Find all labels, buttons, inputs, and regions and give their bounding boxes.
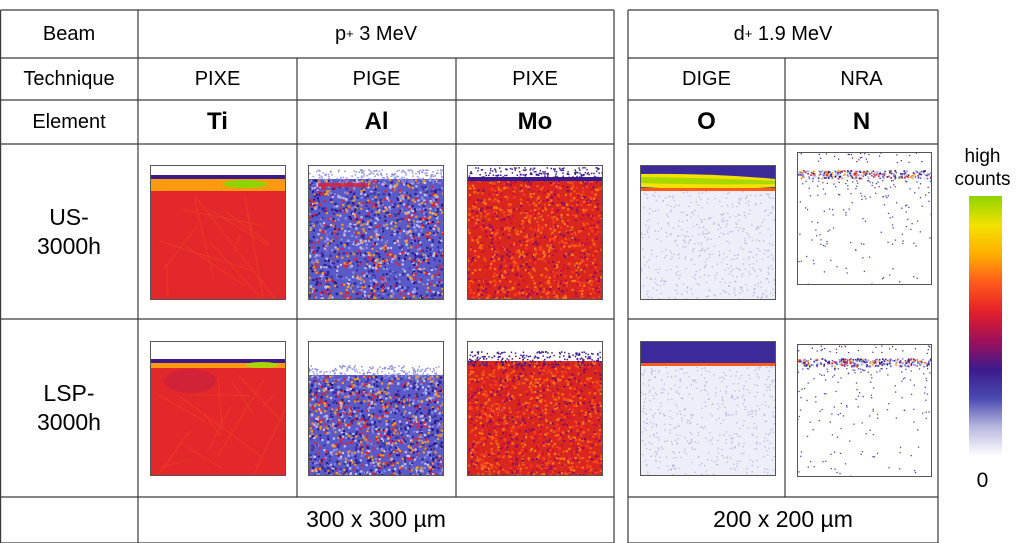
elemental-map-mo-us bbox=[467, 165, 603, 300]
colorbar-high-label: high counts bbox=[938, 146, 1027, 192]
elemental-map-al-us bbox=[308, 165, 444, 300]
elemental-map-ti-us bbox=[150, 165, 286, 300]
element-ti: Ti bbox=[207, 107, 228, 135]
deuteron-beam-header: d + 1.9 MeV bbox=[628, 10, 938, 58]
sample-us-line2: 3000h bbox=[37, 232, 101, 259]
deuteron-charge: + bbox=[744, 26, 753, 42]
technique-al: PIGE bbox=[352, 68, 401, 90]
size-label-300: 300 x 300 µm bbox=[306, 506, 446, 533]
elemental-map-o-us bbox=[640, 165, 776, 300]
elemental-map-mo-lsp bbox=[467, 341, 603, 476]
sample-us-line1: US- bbox=[49, 203, 89, 230]
colorbar-high-line1: high bbox=[964, 146, 1001, 167]
sample-label-lsp: LSP- 3000h bbox=[0, 319, 138, 497]
element-mo: Mo bbox=[517, 107, 553, 135]
size-label-200: 200 x 200 µm bbox=[713, 506, 853, 533]
technique-header: Technique bbox=[23, 68, 115, 90]
element-n: N bbox=[852, 107, 871, 135]
technique-ti: PIXE bbox=[194, 68, 241, 90]
proton-charge: + bbox=[346, 26, 354, 42]
proton-energy: 3 MeV bbox=[359, 23, 418, 45]
deuteron-particle: d bbox=[733, 23, 745, 45]
element-o: O bbox=[697, 107, 716, 135]
colorbar-high-line2: counts bbox=[954, 168, 1011, 190]
deuteron-energy: 1.9 MeV bbox=[757, 23, 833, 45]
elemental-map-al-lsp bbox=[308, 341, 444, 476]
element-al: Al bbox=[364, 107, 389, 135]
elemental-map-n-us bbox=[797, 152, 932, 285]
proton-beam-header: p + 3 MeV bbox=[138, 10, 614, 58]
elemental-map-n-lsp bbox=[797, 344, 932, 477]
technique-n: NRA bbox=[840, 68, 883, 90]
sample-lsp-line1: LSP- bbox=[43, 380, 95, 407]
elemental-map-ti-lsp bbox=[150, 341, 286, 476]
technique-o: DIGE bbox=[682, 68, 731, 90]
element-header: Element bbox=[32, 111, 106, 133]
proton-particle: p bbox=[334, 23, 347, 45]
sample-label-us: US- 3000h bbox=[0, 144, 138, 319]
sample-lsp-line2: 3000h bbox=[37, 409, 101, 435]
technique-mo: PIXE bbox=[512, 68, 558, 90]
colorbar bbox=[969, 196, 1002, 456]
colorbar-low-label: 0 bbox=[976, 469, 989, 492]
elemental-map-o-lsp bbox=[640, 341, 776, 476]
beam-header: Beam bbox=[42, 23, 96, 45]
